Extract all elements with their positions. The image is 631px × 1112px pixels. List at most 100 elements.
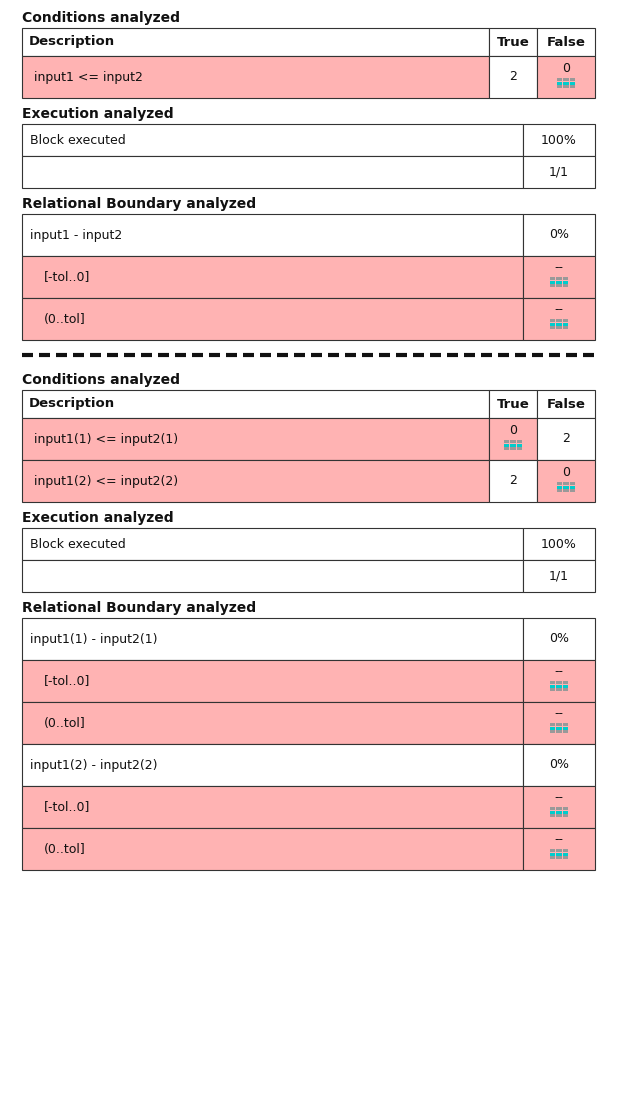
Bar: [537, 28, 595, 56]
Bar: [563, 726, 568, 729]
Bar: [489, 28, 537, 56]
Text: --: --: [555, 792, 563, 804]
Bar: [557, 481, 562, 485]
Bar: [523, 214, 595, 256]
Text: input1(1) - input2(1): input1(1) - input2(1): [30, 633, 158, 645]
Bar: [537, 390, 595, 418]
Text: --: --: [555, 665, 563, 678]
Bar: [537, 56, 595, 98]
Bar: [563, 856, 568, 860]
Bar: [504, 447, 509, 450]
Bar: [523, 156, 595, 188]
Text: False: False: [546, 397, 586, 410]
Text: 100%: 100%: [541, 133, 577, 147]
Text: --: --: [555, 261, 563, 275]
Bar: [510, 439, 516, 443]
Bar: [557, 726, 562, 729]
Bar: [557, 486, 562, 488]
Text: [-tol..0]: [-tol..0]: [44, 801, 90, 814]
Bar: [550, 853, 555, 855]
Text: True: True: [497, 36, 529, 49]
Bar: [22, 744, 523, 786]
Bar: [504, 444, 509, 447]
Bar: [570, 78, 575, 81]
Bar: [557, 319, 562, 321]
Bar: [563, 811, 568, 814]
Bar: [550, 326, 555, 329]
Bar: [563, 688, 568, 692]
Bar: [22, 460, 489, 502]
Bar: [550, 285, 555, 287]
Text: Conditions analyzed: Conditions analyzed: [22, 373, 180, 387]
Bar: [489, 460, 537, 502]
Bar: [517, 447, 522, 450]
Bar: [523, 744, 595, 786]
Text: 100%: 100%: [541, 537, 577, 550]
Text: input1 <= input2: input1 <= input2: [34, 70, 143, 83]
Bar: [563, 723, 568, 726]
Bar: [517, 444, 522, 447]
Text: Execution analyzed: Execution analyzed: [22, 107, 174, 121]
Bar: [563, 814, 568, 817]
Bar: [22, 618, 523, 661]
Bar: [570, 481, 575, 485]
Text: 0%: 0%: [549, 758, 569, 772]
Text: Relational Boundary analyzed: Relational Boundary analyzed: [22, 197, 256, 211]
Bar: [563, 326, 568, 329]
Bar: [550, 806, 555, 810]
Bar: [557, 811, 562, 814]
Bar: [570, 81, 575, 85]
Bar: [537, 418, 595, 460]
Bar: [22, 390, 489, 418]
Bar: [557, 280, 562, 284]
Bar: [557, 322, 562, 326]
Bar: [489, 390, 537, 418]
Bar: [557, 489, 562, 493]
Text: 2: 2: [509, 475, 517, 487]
Bar: [557, 848, 562, 852]
Bar: [523, 125, 595, 156]
Bar: [523, 528, 595, 560]
Bar: [557, 78, 562, 81]
Bar: [550, 319, 555, 321]
Bar: [563, 731, 568, 733]
Bar: [550, 277, 555, 280]
Bar: [523, 298, 595, 340]
Text: 0: 0: [562, 62, 570, 76]
Bar: [563, 81, 569, 85]
Text: Description: Description: [29, 397, 115, 410]
Text: (0..tol]: (0..tol]: [44, 312, 86, 326]
Bar: [22, 528, 523, 560]
Bar: [523, 828, 595, 870]
Text: 0: 0: [562, 467, 570, 479]
Bar: [557, 814, 562, 817]
Bar: [22, 156, 523, 188]
Bar: [550, 322, 555, 326]
Text: Execution analyzed: Execution analyzed: [22, 512, 174, 525]
Bar: [523, 786, 595, 828]
Bar: [550, 280, 555, 284]
Bar: [550, 856, 555, 860]
Bar: [22, 786, 523, 828]
Bar: [563, 319, 568, 321]
Text: (0..tol]: (0..tol]: [44, 843, 86, 855]
Bar: [563, 486, 569, 488]
Text: 0: 0: [509, 425, 517, 437]
Text: --: --: [555, 834, 563, 846]
Text: Conditions analyzed: Conditions analyzed: [22, 11, 180, 24]
Text: 0%: 0%: [549, 633, 569, 645]
Bar: [557, 853, 562, 855]
Bar: [557, 723, 562, 726]
Bar: [570, 486, 575, 488]
Bar: [557, 806, 562, 810]
Text: input1(1) <= input2(1): input1(1) <= input2(1): [34, 433, 178, 446]
Bar: [22, 125, 523, 156]
Bar: [22, 828, 523, 870]
Bar: [563, 280, 568, 284]
Bar: [22, 418, 489, 460]
Bar: [517, 439, 522, 443]
Bar: [22, 702, 523, 744]
Bar: [563, 322, 568, 326]
Bar: [550, 688, 555, 692]
Bar: [563, 853, 568, 855]
